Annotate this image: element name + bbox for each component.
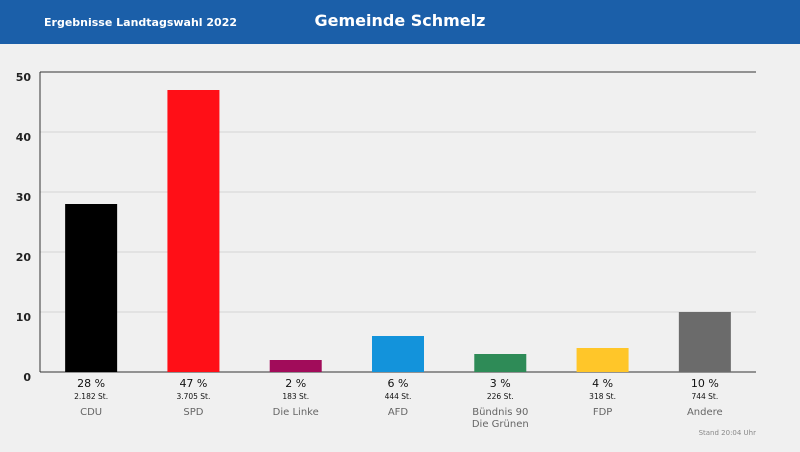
votes-label: 3.705 St.: [176, 392, 210, 401]
bar: [167, 90, 220, 372]
x-tick-label: Bündnis 90 Die Grünen: [471, 407, 529, 430]
x-tick-label: Andere: [686, 407, 723, 418]
bar: [65, 204, 118, 372]
votes-label: 226 St.: [487, 392, 514, 401]
percent-label: 4 %: [592, 377, 613, 390]
y-tick-label: 40: [16, 131, 32, 144]
y-tick-label: 20: [16, 251, 32, 264]
percent-label: 28 %: [77, 377, 105, 390]
y-tick-label: 50: [16, 71, 32, 84]
percent-label: 6 %: [388, 377, 409, 390]
y-tick-label: 0: [23, 371, 31, 384]
bar: [678, 312, 731, 372]
percent-label: 2 %: [285, 377, 306, 390]
y-tick-label: 30: [16, 191, 32, 204]
x-tick-label: SPD: [183, 407, 204, 418]
bar: [269, 360, 322, 372]
header-title: Gemeinde Schmelz: [314, 11, 486, 30]
votes-label: 444 St.: [385, 392, 412, 401]
bar: [474, 354, 527, 372]
votes-label: 2.182 St.: [74, 392, 108, 401]
x-tick-label: Die Linke: [272, 407, 319, 418]
percent-label: 3 %: [490, 377, 511, 390]
percent-label: 10 %: [691, 377, 719, 390]
votes-label: 318 St.: [589, 392, 616, 401]
bar: [372, 336, 424, 372]
y-tick-label: 10: [16, 311, 32, 324]
votes-label: 744 St.: [691, 392, 718, 401]
x-tick-label: FDP: [592, 407, 613, 418]
header: Ergebnisse Landtagswahl 2022 Gemeinde Sc…: [0, 0, 800, 44]
timestamp: Stand 20:04 Uhr: [698, 429, 756, 437]
x-tick-label: CDU: [80, 407, 103, 418]
percent-label: 47 %: [179, 377, 207, 390]
votes-label: 183 St.: [282, 392, 309, 401]
bar: [576, 348, 629, 372]
x-tick-label: AFD: [387, 407, 409, 418]
header-subtitle: Ergebnisse Landtagswahl 2022: [44, 16, 238, 29]
